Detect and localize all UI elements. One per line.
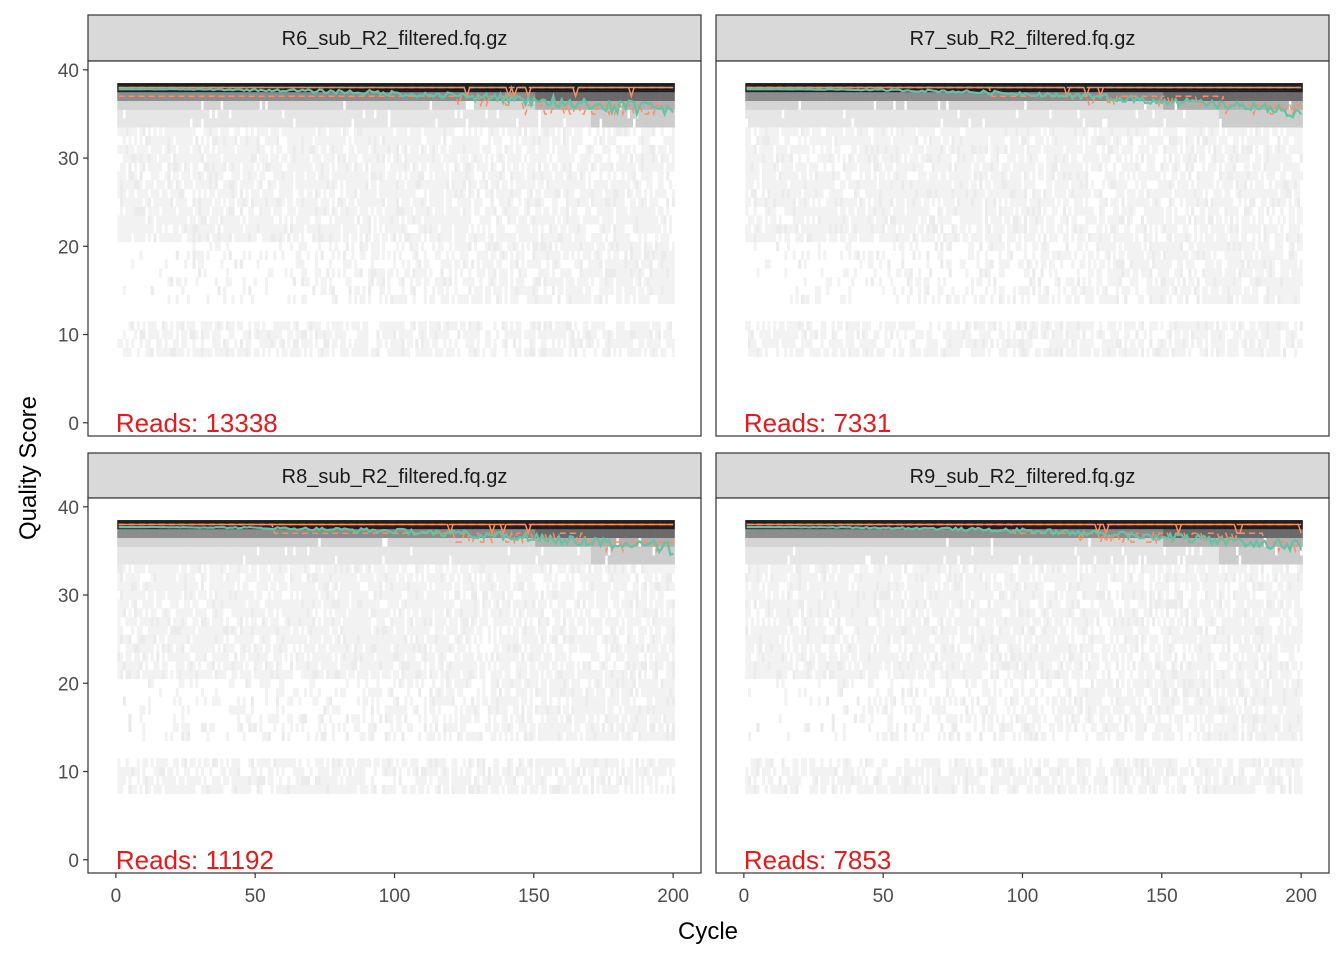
q25-line	[746, 86, 1302, 117]
x-tick-label: 50	[245, 886, 266, 907]
mean-line	[746, 525, 1303, 554]
facet-strip	[715, 14, 1330, 62]
q25-line	[746, 523, 1302, 554]
panel-border	[87, 60, 702, 437]
y-tick-label: 0	[68, 851, 79, 872]
x-tick-label: 0	[111, 886, 122, 907]
y-tick-label: 0	[68, 414, 79, 435]
facet-title: R7_sub_R2_filtered.fq.gz	[910, 28, 1136, 50]
y-tick-label: 30	[58, 149, 79, 170]
facet-title: R9_sub_R2_filtered.fq.gz	[910, 466, 1136, 488]
facet-panel: R6_sub_R2_filtered.fq.gz Reads: 13338	[87, 14, 702, 438]
x-tick-label: 200	[657, 886, 689, 907]
x-axis-title: Cycle	[678, 918, 738, 945]
x-tick-label: 100	[379, 886, 411, 907]
reads-label: Reads: 13338	[116, 408, 278, 438]
facet-panel: R8_sub_R2_filtered.fq.gz Reads: 11192	[87, 452, 702, 875]
y-axis-title: Quality Score	[15, 396, 42, 540]
x-tick-label: 0	[739, 886, 750, 907]
facet-panels: R6_sub_R2_filtered.fq.gz Reads: 13338 R7_s…	[87, 14, 1330, 875]
y-tick-label: 30	[58, 586, 79, 607]
facet-strip	[715, 452, 1330, 499]
shared-axes: 0 10 20 30 40 0 10 20 30 40 0 50 100 150 200 0 50 100 150 2…	[15, 61, 1317, 945]
y-tick-label: 40	[58, 498, 79, 519]
facet-panel: R7_sub_R2_filtered.fq.gz Reads: 7331	[715, 14, 1330, 438]
facet-strip	[87, 14, 702, 62]
mean-line	[118, 87, 674, 119]
reads-label: Reads: 7331	[744, 408, 891, 438]
x-tick-label: 150	[1146, 886, 1178, 907]
y-tick-label: 40	[58, 61, 79, 82]
q25-line	[118, 523, 674, 554]
mean-line	[746, 88, 1303, 119]
x-tick-label: 50	[873, 886, 894, 907]
mean-line	[118, 525, 674, 556]
x-tick-label: 100	[1007, 886, 1039, 907]
quality-heatmap	[117, 520, 675, 794]
y-tick-label: 20	[58, 674, 79, 695]
quality-heatmap	[745, 520, 1303, 794]
x-tick-label: 150	[518, 886, 550, 907]
reads-label: Reads: 7853	[744, 845, 891, 875]
y-tick-label: 10	[58, 326, 79, 347]
x-tick-label: 200	[1285, 886, 1317, 907]
facet-title: R8_sub_R2_filtered.fq.gz	[282, 466, 508, 488]
facet-title: R6_sub_R2_filtered.fq.gz	[282, 28, 508, 50]
quality-heatmap	[117, 83, 675, 357]
reads-label: Reads: 11192	[116, 845, 274, 875]
facet-panel: R9_sub_R2_filtered.fq.gz Reads: 7853	[715, 452, 1330, 875]
q25-line	[118, 93, 674, 117]
y-tick-label: 20	[58, 237, 79, 258]
median-line	[118, 84, 674, 99]
quality-heatmap	[745, 83, 1303, 357]
panel-border	[715, 60, 1330, 437]
y-tick-label: 10	[58, 763, 79, 784]
